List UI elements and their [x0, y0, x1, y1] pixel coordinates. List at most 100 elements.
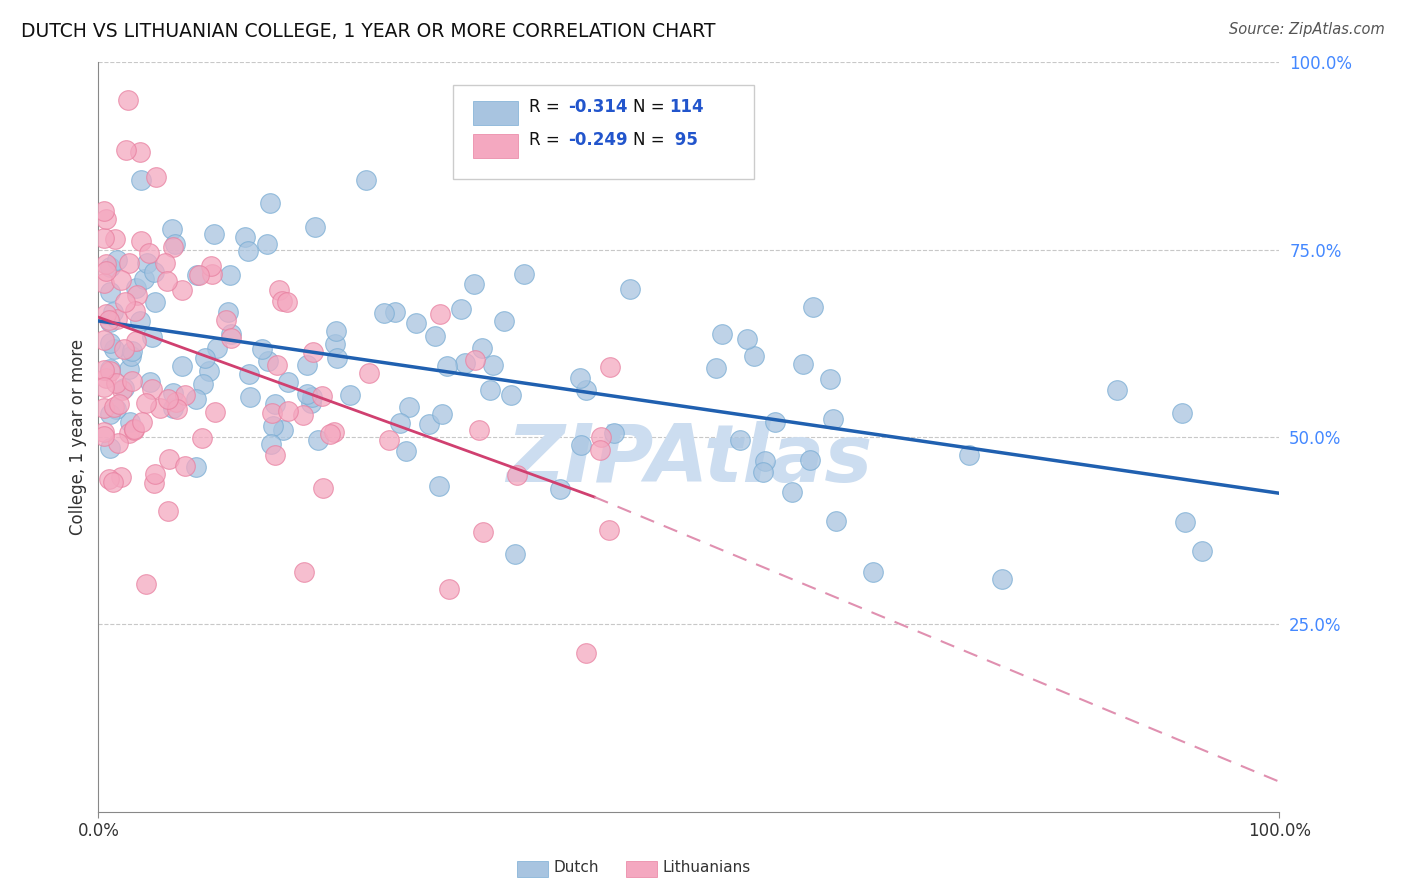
Text: R =: R =: [530, 97, 565, 116]
Point: [190, 431, 212, 445]
FancyBboxPatch shape: [453, 85, 754, 178]
Point: [118, 415, 141, 429]
Point: [121, 343, 143, 358]
Point: [98, 441, 121, 455]
Point: [93, 363, 115, 377]
Point: [260, 437, 283, 451]
Point: [162, 239, 184, 253]
Point: [439, 582, 461, 596]
Point: [384, 305, 406, 319]
Point: [271, 423, 294, 437]
Point: [311, 389, 333, 403]
Point: [128, 314, 150, 328]
Point: [304, 219, 326, 234]
Text: -0.314: -0.314: [568, 97, 628, 116]
Point: [591, 430, 613, 444]
Point: [1170, 406, 1192, 420]
Point: [165, 236, 187, 251]
Point: [269, 283, 291, 297]
Point: [117, 93, 139, 107]
Point: [427, 478, 450, 492]
Point: [250, 343, 273, 357]
Point: [728, 434, 751, 448]
Point: [170, 283, 193, 297]
Point: [93, 203, 115, 218]
Point: [139, 375, 162, 389]
Point: [93, 334, 115, 348]
Point: [259, 196, 281, 211]
Point: [105, 376, 128, 390]
Point: [194, 351, 217, 365]
Point: [763, 416, 786, 430]
Point: [103, 342, 125, 356]
Point: [156, 274, 179, 288]
Point: [93, 429, 115, 443]
Point: [204, 405, 226, 419]
Point: [575, 383, 598, 397]
Point: [1107, 383, 1129, 397]
Point: [103, 400, 125, 414]
Point: [436, 359, 458, 374]
Point: [430, 407, 453, 421]
Point: [141, 382, 163, 396]
Text: Lithuanians: Lithuanians: [662, 861, 751, 875]
Point: [492, 314, 515, 328]
Point: [118, 425, 141, 440]
Point: [238, 367, 260, 381]
Point: [792, 357, 814, 371]
Point: [135, 576, 157, 591]
Point: [307, 433, 329, 447]
Point: [94, 257, 117, 271]
Text: N =: N =: [634, 97, 671, 116]
Point: [111, 384, 134, 398]
Point: [378, 434, 401, 448]
Point: [110, 272, 132, 286]
Point: [501, 388, 523, 402]
Point: [418, 417, 440, 431]
Point: [93, 277, 115, 291]
Point: [184, 460, 207, 475]
Point: [124, 304, 146, 318]
Point: [135, 396, 157, 410]
Point: [398, 401, 420, 415]
Point: [93, 401, 115, 416]
Point: [160, 222, 183, 236]
Point: [214, 313, 236, 327]
Text: 114: 114: [669, 97, 703, 116]
Point: [174, 459, 197, 474]
Point: [121, 374, 143, 388]
Point: [799, 452, 821, 467]
Point: [124, 423, 146, 437]
Point: [217, 305, 239, 319]
Point: [233, 230, 256, 244]
Point: [128, 145, 150, 160]
Point: [101, 305, 124, 319]
Point: [503, 547, 526, 561]
Point: [94, 212, 117, 227]
Point: [575, 646, 598, 660]
Point: [149, 401, 172, 415]
Point: [302, 344, 325, 359]
Point: [141, 330, 163, 344]
Point: [754, 454, 776, 468]
Point: [239, 390, 262, 404]
Point: [93, 380, 115, 394]
Point: [957, 448, 980, 462]
Point: [110, 470, 132, 484]
Point: [319, 427, 342, 442]
Point: [598, 523, 620, 537]
Point: [471, 342, 494, 356]
Point: [603, 425, 626, 440]
Point: [186, 268, 208, 283]
Point: [429, 307, 451, 321]
Point: [301, 390, 323, 404]
Point: [295, 358, 318, 372]
Text: Dutch: Dutch: [554, 861, 599, 875]
Text: R =: R =: [530, 131, 565, 149]
Point: [818, 372, 841, 386]
Point: [125, 334, 148, 349]
Point: [129, 173, 152, 187]
Point: [292, 565, 315, 579]
Point: [395, 444, 418, 458]
Point: [292, 408, 315, 422]
